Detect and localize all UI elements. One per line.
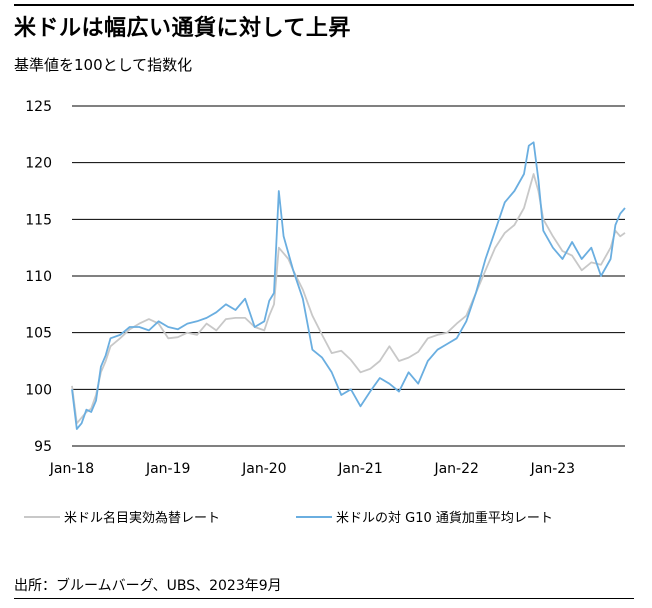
- y-tick-label: 100: [25, 382, 52, 398]
- chart-subtitle: 基準値を100として指数化: [14, 56, 193, 74]
- series-line-g10-weighted: [71, 141, 626, 430]
- legend-label-series1: 米ドル名目実効為替レート: [64, 511, 221, 526]
- y-tick-label: 115: [25, 212, 52, 228]
- x-tick-label: Jan-19: [145, 461, 190, 477]
- y-tick-label: 95: [34, 439, 52, 455]
- y-tick-label: 120: [25, 156, 52, 172]
- legend-item-series2: 米ドルの対 G10 通貨加重平均レート: [296, 507, 553, 526]
- x-tick-label: Jan-21: [337, 461, 382, 477]
- x-tick-label: Jan-18: [49, 461, 94, 477]
- legend-swatch-blue: [296, 515, 332, 518]
- legend-swatch-gray: [24, 515, 60, 518]
- bottom-rule: [14, 598, 634, 599]
- x-tick-label: Jan-23: [530, 461, 575, 477]
- y-tick-label: 110: [25, 269, 52, 285]
- source-note: 出所：ブルームバーグ、UBS、2023年9月: [14, 578, 282, 594]
- x-tick-label: Jan-22: [433, 461, 478, 477]
- x-tick-label: Jan-20: [241, 461, 286, 477]
- chart-title: 米ドルは幅広い通貨に対して上昇: [14, 16, 351, 41]
- y-tick-label: 125: [25, 99, 52, 115]
- top-rule: [14, 4, 634, 6]
- legend-label-series2: 米ドルの対 G10 通貨加重平均レート: [336, 511, 553, 526]
- series-line-nominal-effective: [71, 173, 626, 425]
- legend-item-series1: 米ドル名目実効為替レート: [24, 507, 220, 526]
- y-tick-label: 105: [25, 326, 52, 342]
- line-chart: 95 100 105 110 115 120 125 Jan-18 Jan-19 Jan-20 Ja…: [25, 99, 626, 477]
